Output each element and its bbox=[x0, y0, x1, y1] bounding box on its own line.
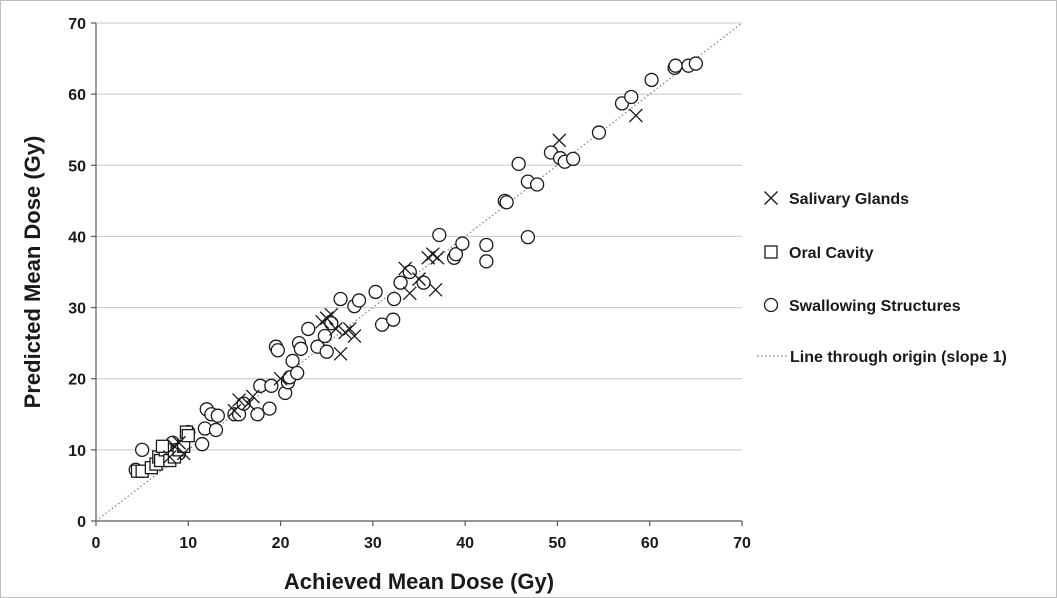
salivary-glands-point bbox=[328, 321, 343, 336]
salivary-glands-point bbox=[347, 329, 362, 343]
swallowing-structures-point bbox=[479, 254, 494, 269]
legend-label: Line through origin (slope 1) bbox=[790, 349, 1007, 366]
y-tick-label: 0 bbox=[77, 514, 86, 531]
salivary-glands-point bbox=[412, 272, 426, 287]
swallowing-structures-point bbox=[393, 275, 408, 290]
x-axis-title: Achieved Mean Dose (Gy) bbox=[284, 569, 554, 594]
legend-item: Swallowing Structures bbox=[763, 297, 961, 315]
swallowing-structures-point bbox=[402, 264, 417, 280]
salivary-glands-point bbox=[241, 396, 256, 411]
legend-item: Salivary Glands bbox=[764, 191, 909, 208]
salivary-glands-point bbox=[425, 247, 440, 262]
swallowing-structures-point bbox=[285, 353, 300, 369]
legend-symbol bbox=[764, 245, 778, 259]
swallowing-structures-point bbox=[208, 422, 224, 438]
legend-label: Salivary Glands bbox=[789, 191, 909, 208]
salivary-glands-point bbox=[232, 393, 247, 408]
swallowing-structures-point bbox=[432, 227, 447, 243]
swallowing-structures-point bbox=[368, 284, 383, 300]
oral-cavity-point bbox=[155, 439, 170, 453]
salivary-glands-point bbox=[172, 435, 187, 450]
salivary-glands-point bbox=[552, 133, 567, 148]
y-tick-label: 40 bbox=[68, 229, 86, 246]
legend-label: Swallowing Structures bbox=[789, 298, 961, 315]
swallowing-structures-point bbox=[210, 408, 225, 423]
salivary-glands-point bbox=[333, 346, 348, 361]
swallowing-structures-point bbox=[301, 321, 316, 337]
oral-cavity-point bbox=[181, 428, 195, 443]
grid-lines bbox=[96, 22, 742, 451]
legend: Salivary Glands Oral Cavity Swallowing Str… bbox=[757, 191, 1007, 366]
salivary-glands-point bbox=[245, 389, 260, 404]
salivary-glands-point bbox=[428, 282, 443, 297]
swallowing-structures-point bbox=[529, 177, 545, 192]
x-tick-label: 40 bbox=[456, 535, 474, 552]
swallowing-structures-point bbox=[455, 236, 470, 251]
legend-item: Oral Cavity bbox=[764, 245, 874, 262]
legend-item: Line through origin (slope 1) bbox=[757, 349, 1007, 366]
swallowing-structures-point bbox=[591, 125, 607, 140]
y-tick-label: 50 bbox=[68, 158, 86, 175]
salivary-glands-point bbox=[342, 321, 357, 336]
x-tick-label: 0 bbox=[92, 535, 101, 552]
salivary-glands-point bbox=[176, 446, 191, 461]
data-points bbox=[128, 56, 704, 478]
swallowing-structures-point bbox=[317, 328, 333, 344]
swallowing-structures-point bbox=[624, 89, 639, 105]
salivary-glands-point bbox=[430, 250, 445, 265]
swallowing-structures-point bbox=[351, 293, 367, 308]
swallowing-structures-point bbox=[520, 229, 536, 245]
swallowing-structures-point bbox=[262, 401, 277, 416]
swallowing-structures-point bbox=[386, 291, 402, 307]
salivary-glands-point bbox=[227, 403, 242, 418]
swallowing-structures-point bbox=[644, 72, 659, 88]
swallowing-structures-point bbox=[290, 365, 305, 381]
swallowing-structures-point bbox=[499, 195, 514, 210]
swallowing-structures-point bbox=[688, 56, 704, 71]
axes bbox=[91, 22, 743, 526]
y-axis-title: Predicted Mean Dose (Gy) bbox=[20, 136, 45, 409]
reference-line-layer bbox=[95, 22, 743, 522]
swallowing-structures-point bbox=[293, 341, 309, 356]
x-tick-label: 70 bbox=[733, 535, 751, 552]
swallowing-structures-point bbox=[319, 344, 334, 359]
swallowing-structures-point bbox=[333, 291, 348, 307]
reference-line bbox=[95, 22, 743, 522]
x-tick-label: 20 bbox=[272, 535, 290, 552]
salivary-glands-point bbox=[273, 371, 288, 386]
swallowing-structures-point bbox=[479, 237, 494, 253]
salivary-glands-point bbox=[402, 286, 417, 301]
salivary-glands-point bbox=[324, 307, 339, 322]
swallowing-structures-point bbox=[565, 151, 581, 167]
swallowing-structures-point bbox=[416, 275, 431, 290]
salivary-glands-point bbox=[628, 108, 643, 123]
swallowing-structures-point bbox=[264, 378, 279, 393]
salivary-glands-point bbox=[398, 261, 413, 276]
y-tick-label: 70 bbox=[68, 16, 86, 33]
y-tick-label: 30 bbox=[68, 301, 86, 318]
legend-symbol bbox=[764, 191, 778, 205]
y-tick-label: 20 bbox=[68, 372, 86, 389]
swallowing-structures-point bbox=[134, 442, 150, 458]
swallowing-structures-point bbox=[448, 247, 464, 262]
swallowing-structures-point bbox=[236, 396, 251, 411]
x-tick-label: 60 bbox=[641, 535, 659, 552]
y-tick-label: 60 bbox=[68, 87, 86, 104]
tick-labels: 0 10 20 30 40 50 60 70 0 10 20 30 40 50 60 70 bbox=[68, 16, 751, 552]
swallowing-structures-point bbox=[386, 312, 401, 327]
swallowing-structures-point bbox=[668, 58, 683, 73]
swallowing-structures-point bbox=[511, 156, 526, 172]
swallowing-structures-point bbox=[270, 343, 285, 358]
x-tick-label: 50 bbox=[549, 535, 567, 552]
swallowing-structures-point bbox=[250, 407, 265, 422]
legend-symbol bbox=[763, 297, 779, 313]
y-tick-label: 10 bbox=[68, 443, 86, 460]
legend-label: Oral Cavity bbox=[789, 245, 874, 262]
swallowing-structures-point bbox=[194, 437, 210, 452]
x-tick-label: 30 bbox=[364, 535, 382, 552]
salivary-glands-point bbox=[162, 450, 177, 464]
x-tick-label: 10 bbox=[179, 535, 197, 552]
